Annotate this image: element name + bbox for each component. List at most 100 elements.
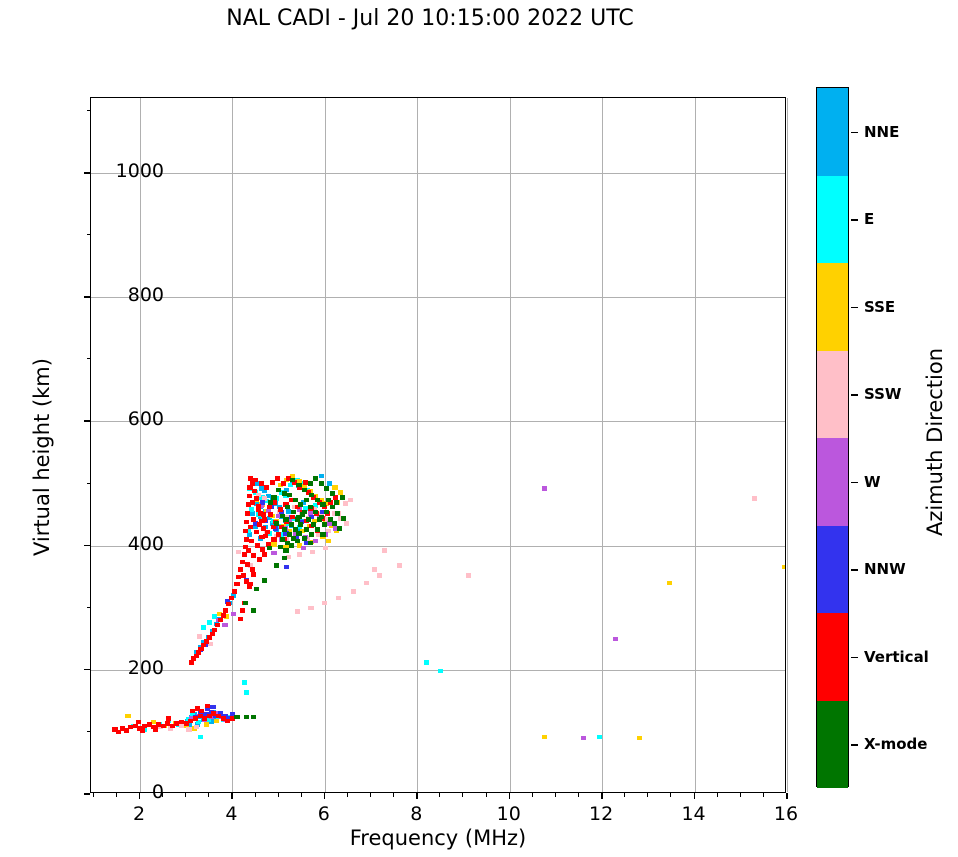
x-tick-minor xyxy=(208,793,210,797)
figure-title: NAL CADI - Jul 20 10:15:00 2022 UTC xyxy=(226,6,634,31)
x-tick-minor xyxy=(762,793,764,797)
data-point xyxy=(252,521,259,526)
data-point xyxy=(241,680,247,685)
data-point xyxy=(278,509,284,515)
data-point xyxy=(326,481,332,486)
data-point xyxy=(782,564,785,570)
data-point xyxy=(151,719,157,725)
data-point xyxy=(206,620,212,625)
data-point xyxy=(300,528,306,534)
data-point xyxy=(234,714,240,720)
data-point xyxy=(240,573,247,578)
data-point xyxy=(132,723,138,729)
data-point xyxy=(336,595,342,601)
data-point xyxy=(253,496,259,501)
data-point xyxy=(348,497,354,503)
data-point xyxy=(193,724,199,730)
data-point xyxy=(363,580,369,586)
data-point xyxy=(326,538,332,543)
data-point xyxy=(301,483,308,489)
data-point xyxy=(271,495,277,500)
data-point xyxy=(243,519,249,525)
data-point xyxy=(248,524,254,530)
data-point xyxy=(234,581,240,587)
data-point xyxy=(220,613,226,618)
x-tick-label: 16 xyxy=(773,803,799,825)
data-point xyxy=(323,545,329,551)
data-point xyxy=(296,478,302,484)
x-axis-title: Frequency (MHz) xyxy=(349,826,527,850)
data-point xyxy=(212,627,218,633)
data-point xyxy=(195,650,201,655)
data-point xyxy=(245,528,251,534)
x-tick-minor xyxy=(346,793,348,797)
data-point xyxy=(251,608,257,613)
data-point xyxy=(284,564,290,570)
data-point xyxy=(296,531,302,536)
data-point xyxy=(112,727,118,732)
data-point xyxy=(326,497,332,503)
data-point xyxy=(437,668,443,674)
data-point xyxy=(244,562,250,567)
x-tick-minor xyxy=(439,793,441,797)
data-point xyxy=(201,642,207,648)
data-point xyxy=(258,503,264,509)
data-point xyxy=(274,563,280,568)
gridline-horizontal xyxy=(91,545,785,547)
data-point xyxy=(252,488,258,494)
data-point xyxy=(597,734,603,740)
data-point xyxy=(271,537,277,542)
y-tick xyxy=(84,668,90,671)
data-point xyxy=(250,500,256,505)
data-point xyxy=(292,527,298,532)
gridline-vertical xyxy=(602,98,604,792)
data-point xyxy=(264,498,270,504)
data-point xyxy=(245,502,251,507)
data-point xyxy=(286,476,292,481)
x-tick-minor xyxy=(647,793,649,797)
data-point xyxy=(318,514,324,520)
data-point xyxy=(297,507,303,512)
data-point xyxy=(291,480,297,485)
data-point xyxy=(185,717,191,722)
gridline-vertical xyxy=(139,98,141,792)
data-point xyxy=(283,493,289,499)
y-tick-label: 200 xyxy=(127,656,164,679)
data-point xyxy=(283,502,289,507)
data-point xyxy=(333,526,339,531)
data-point xyxy=(329,491,335,496)
data-point xyxy=(274,521,280,526)
data-point xyxy=(752,496,758,501)
x-tick-label: 10 xyxy=(496,803,521,825)
data-point xyxy=(612,636,618,642)
data-point xyxy=(255,492,261,498)
colorbar-tick xyxy=(851,569,858,571)
data-point xyxy=(322,504,328,510)
data-point xyxy=(250,511,256,516)
data-point xyxy=(316,500,322,505)
y-tick xyxy=(84,172,90,174)
colorbar-tick xyxy=(851,656,858,659)
data-point xyxy=(318,512,324,517)
data-point xyxy=(319,509,325,515)
data-point xyxy=(315,532,321,537)
data-point xyxy=(258,481,264,486)
colorbar-separator xyxy=(817,88,848,89)
data-point xyxy=(254,481,260,486)
x-tick-minor xyxy=(462,793,464,797)
y-tick-minor xyxy=(86,358,90,360)
data-point xyxy=(135,719,141,725)
data-point xyxy=(266,515,272,521)
data-point xyxy=(277,507,284,512)
data-point xyxy=(303,497,309,503)
data-point xyxy=(339,495,345,500)
data-point xyxy=(238,616,244,622)
gridline-vertical xyxy=(417,98,419,792)
data-point xyxy=(119,726,125,731)
data-point xyxy=(157,724,163,730)
data-point xyxy=(290,536,296,541)
colorbar-band-e xyxy=(817,175,848,263)
x-tick-label: 6 xyxy=(317,803,330,825)
data-point xyxy=(327,500,333,505)
data-point xyxy=(190,712,196,717)
